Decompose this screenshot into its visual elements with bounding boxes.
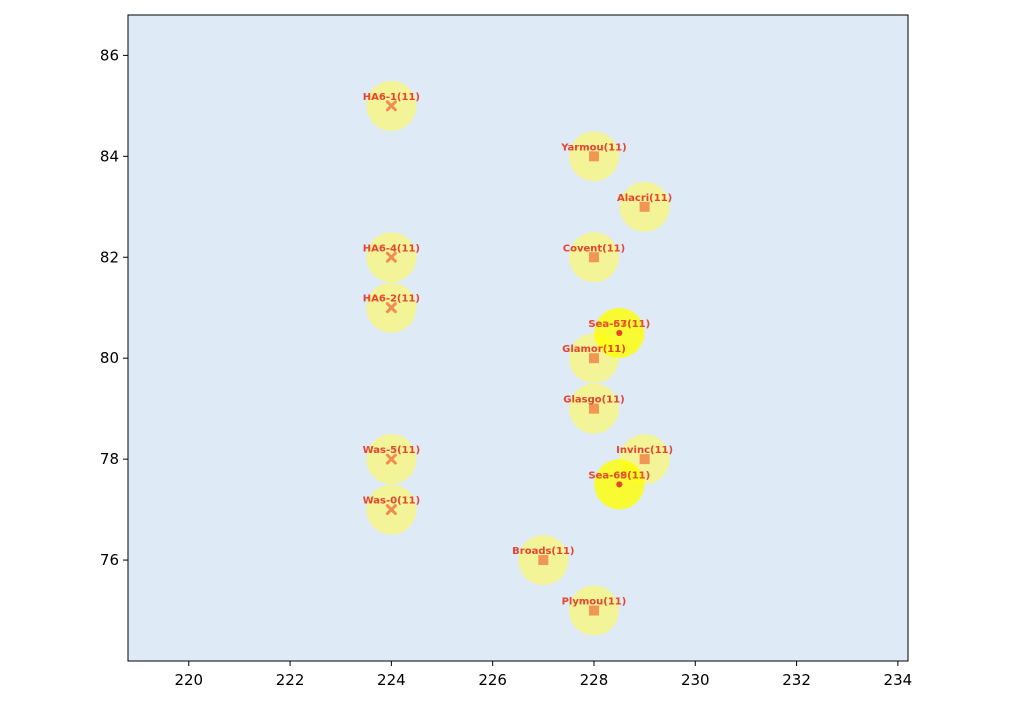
point-label: Sea-63(11) (588, 319, 650, 330)
x-tick-label: 234 (884, 671, 913, 689)
y-tick-label: 86 (100, 46, 119, 64)
x-tick-label: 232 (782, 671, 811, 689)
x-tick-label: 224 (377, 671, 406, 689)
point-label: HA6-4(11) (363, 243, 420, 254)
x-axis-ticks: 220 222 224 226 228 230 232 234 (174, 661, 912, 689)
dot-marker (616, 481, 623, 488)
point-label: HA6-1(11) (363, 92, 420, 103)
square-marker (538, 555, 549, 566)
plot-frame (127, 14, 909, 662)
dot-marker (616, 329, 623, 336)
point-label: Yarmou(11) (560, 142, 626, 153)
y-axis-ticks: 76 78 80 82 84 86 (100, 46, 128, 569)
square-marker (639, 201, 650, 212)
point-label: Alacri(11) (617, 193, 672, 204)
point-label: Glasgo(11) (563, 395, 624, 406)
point-label: Broads(11) (512, 546, 574, 557)
point-label: Glamor(11) (562, 344, 626, 355)
plot-background (128, 15, 908, 661)
point-label: Invinc(11) (616, 445, 673, 456)
point-label: Sea-57(11) (588, 319, 650, 330)
y-tick-label: 80 (100, 349, 119, 367)
square-marker (588, 252, 599, 263)
y-tick-label: 82 (100, 248, 119, 266)
x-marker (385, 251, 397, 263)
point-label: Plymou(11) (562, 597, 627, 608)
x-marker (385, 302, 397, 314)
square-marker (588, 403, 599, 414)
y-tick-label: 76 (100, 551, 119, 569)
x-marker (385, 100, 397, 112)
square-marker (588, 353, 599, 364)
x-tick-label: 230 (681, 671, 710, 689)
y-tick-label: 78 (100, 450, 119, 468)
x-tick-label: 226 (478, 671, 507, 689)
point-label: Was-0(11) (363, 496, 421, 507)
point-label: Sea-69(11) (588, 470, 650, 481)
square-marker (588, 605, 599, 616)
x-tick-label: 222 (276, 671, 305, 689)
x-tick-label: 228 (580, 671, 609, 689)
point-label: Sea-68(11) (588, 470, 650, 481)
point-label: Was-5(11) (363, 445, 421, 456)
x-marker (385, 504, 397, 516)
square-marker (639, 454, 650, 465)
point-markers (385, 100, 650, 616)
point-label: Covent(11) (563, 243, 625, 254)
point-label: HA6-2(11) (363, 294, 420, 305)
point-labels: HA6-1(11) HA6-4(11) HA6-2(11) Was-5(11) Was-… (363, 92, 673, 608)
square-marker (588, 151, 599, 162)
x-marker (385, 453, 397, 465)
x-tick-label: 220 (174, 671, 203, 689)
y-tick-label: 84 (100, 147, 119, 165)
